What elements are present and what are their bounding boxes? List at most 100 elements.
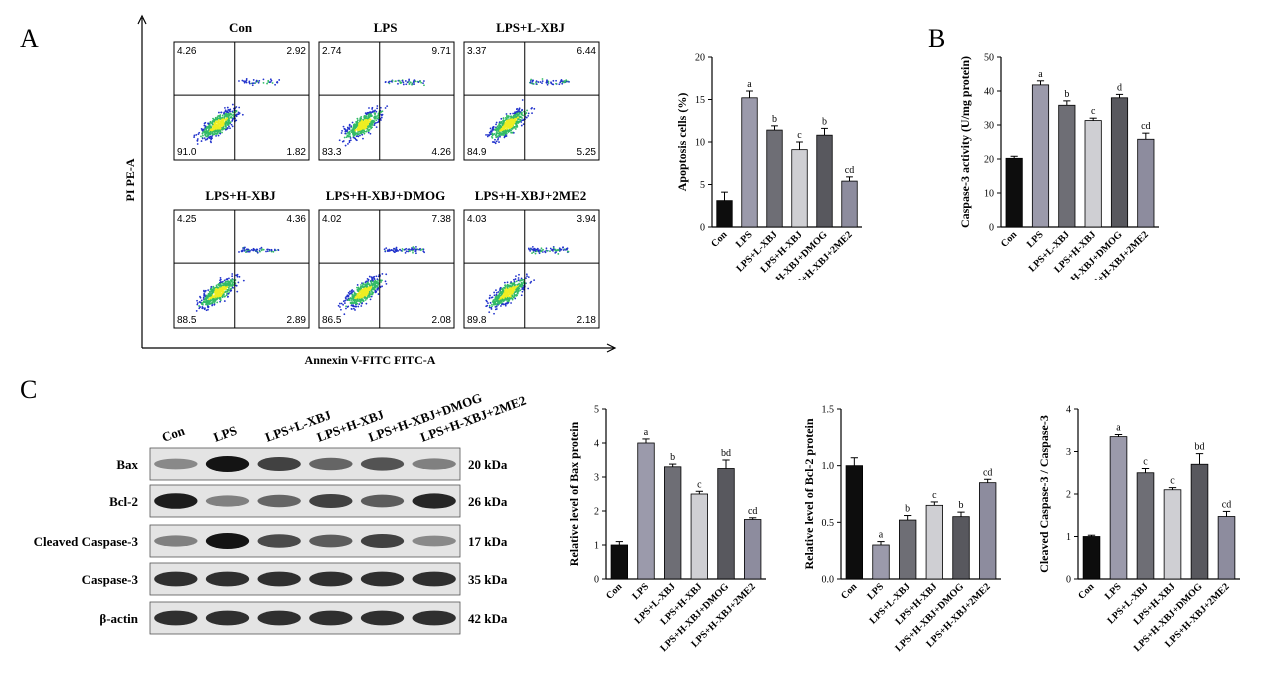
flow-dot (231, 118, 234, 121)
flow-dot (228, 284, 231, 287)
flow-dot (495, 308, 498, 310)
flow-dot (210, 287, 212, 290)
flow-dot (348, 141, 351, 144)
flow-dot (502, 290, 505, 293)
flow-dot (495, 121, 498, 124)
flow-dot (217, 283, 220, 286)
flow-dot (242, 279, 245, 282)
flow-dot (375, 110, 378, 113)
flow-dot (232, 278, 234, 281)
flow-dot (376, 288, 379, 291)
y-tick-label: 0 (700, 223, 705, 234)
flow-dot (374, 282, 377, 285)
flow-dot (353, 124, 356, 127)
blot-kda-label: 20 kDa (468, 457, 508, 472)
flow-dot (362, 131, 365, 134)
flow-dot (504, 121, 507, 124)
flow-dot (235, 109, 238, 112)
flow-dot (213, 300, 215, 302)
flow-dot (554, 249, 557, 252)
flow-dot (377, 282, 380, 285)
flow-dot (218, 111, 220, 114)
flow-dot (344, 144, 347, 147)
flow-dot (213, 126, 216, 128)
flow-dot (496, 299, 499, 302)
flow-dot (360, 116, 363, 118)
flow-dot (209, 291, 211, 294)
flow-dot (278, 79, 281, 81)
flow-dot (230, 113, 233, 116)
flow-dot (231, 110, 234, 113)
flow-dot (215, 293, 218, 296)
flow-dot (404, 248, 406, 251)
flow-dot (357, 287, 360, 290)
flow-quadrant-ll: 86.5 (322, 315, 342, 326)
flow-dot (220, 120, 222, 123)
flow-dot (509, 290, 512, 293)
flow-dot (354, 128, 357, 131)
flow-dot (346, 130, 348, 133)
y-tick-label: 1 (594, 541, 599, 552)
bar (952, 516, 970, 580)
flow-dot (505, 135, 508, 137)
flow-dot (537, 81, 540, 83)
flow-dot (496, 130, 499, 132)
flow-dot (215, 288, 217, 290)
y-tick-label: 15 (695, 95, 705, 106)
flow-dot (219, 283, 222, 286)
blot-band (205, 571, 250, 587)
blot-strip (149, 601, 461, 635)
flow-dot (512, 278, 515, 281)
flow-dot (501, 133, 504, 136)
flow-dot (245, 78, 248, 80)
flow-dot (247, 248, 250, 251)
flow-dot (361, 286, 363, 288)
flow-dot (351, 293, 354, 296)
flow-dot (276, 81, 279, 84)
flow-dot (216, 132, 219, 135)
flow-dot (243, 249, 246, 252)
y-axis-title: Cleaved Caspase-3 / Caspase-3 (1037, 415, 1051, 573)
flow-dot (377, 284, 380, 286)
flow-dot (210, 296, 213, 299)
flow-dot (498, 289, 501, 291)
flow-dot (514, 286, 517, 289)
flow-dot (536, 247, 539, 250)
bcl2-bar-chart: 0.0 0.5 1.0 1.5 Relative level of Bcl-2 prot… (802, 405, 1001, 654)
flow-dot (368, 128, 371, 131)
flow-dot (535, 250, 538, 253)
flow-dot (516, 114, 519, 117)
flow-dot (364, 296, 366, 298)
flow-dot (345, 305, 347, 308)
flow-dot (495, 291, 498, 294)
flow-dot (496, 298, 499, 300)
flow-dot (209, 130, 212, 133)
flow-dot (487, 302, 489, 305)
flow-dot (222, 118, 225, 121)
flow-dot (423, 80, 425, 82)
flow-dot (417, 81, 420, 83)
flow-dot (350, 129, 353, 132)
flow-dot (364, 283, 367, 286)
flow-dot (348, 293, 351, 295)
category-label: Con (1076, 581, 1097, 602)
flow-dot (500, 305, 502, 307)
flow-dot (230, 287, 233, 290)
significance-label: b (959, 500, 964, 511)
flow-dot-cloud (337, 245, 426, 316)
bar (716, 200, 733, 228)
flow-dot (546, 81, 549, 84)
flow-dot (385, 282, 388, 285)
flow-dot (210, 122, 213, 124)
flow-dot (355, 126, 357, 128)
flow-dot (219, 130, 222, 133)
flow-dot (266, 82, 268, 85)
flow-quadrant-ur: 7.38 (432, 214, 452, 225)
flow-dot (226, 283, 229, 286)
flow-dot (511, 295, 514, 298)
flow-dot (511, 298, 514, 301)
flow-dot (232, 114, 234, 117)
flow-dot (413, 248, 415, 251)
flow-dot (368, 289, 371, 292)
significance-label: a (747, 79, 752, 90)
